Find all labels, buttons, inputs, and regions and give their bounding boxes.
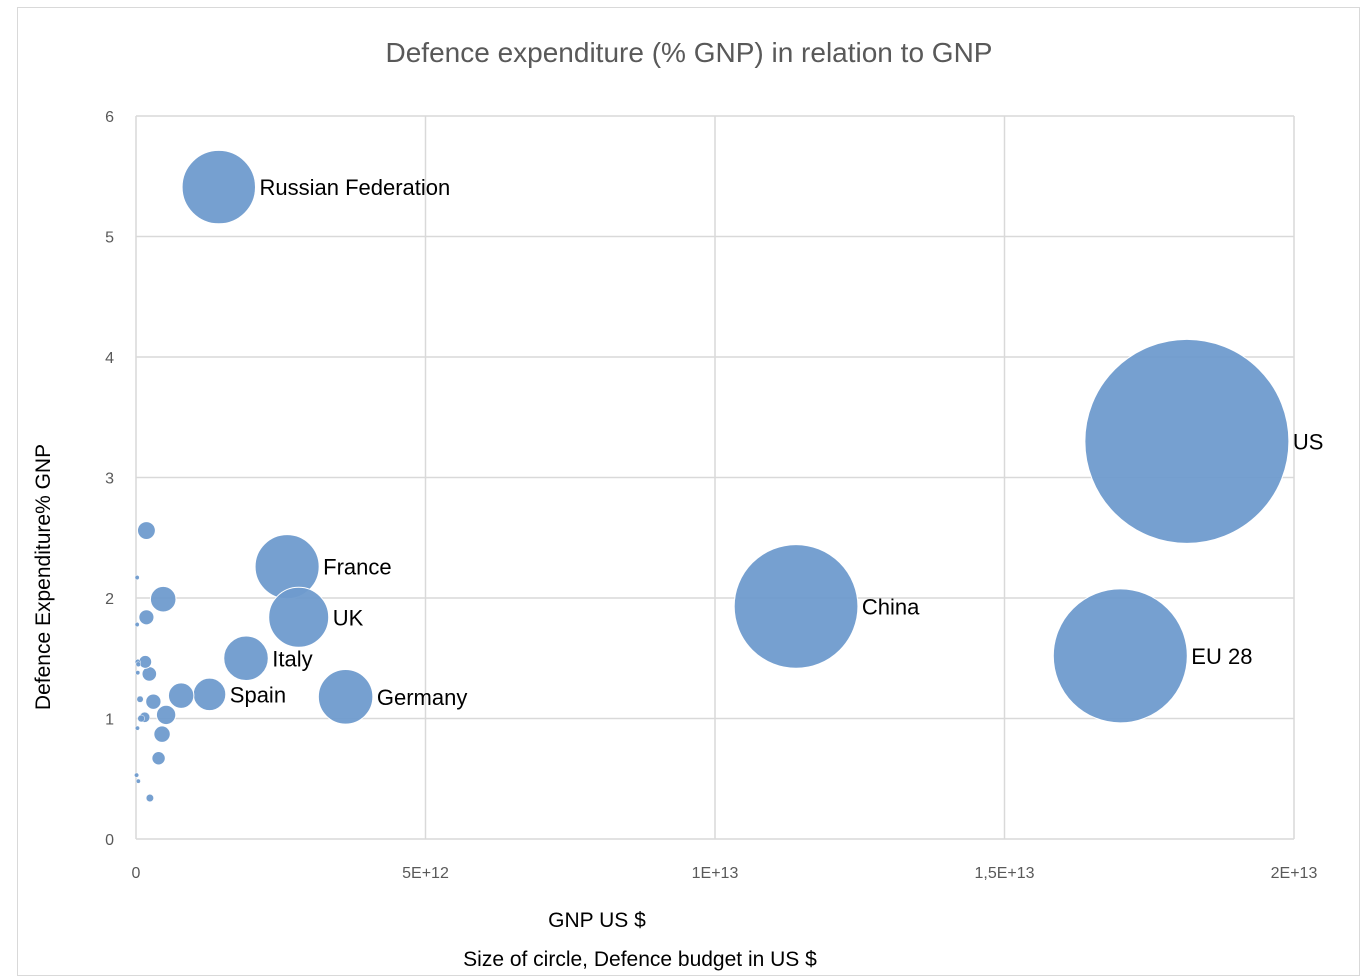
bubble	[134, 575, 140, 580]
y-tick-label: 3	[105, 471, 114, 488]
bubble-label: China	[862, 594, 920, 619]
bubble-spain	[192, 677, 227, 712]
bubble	[167, 682, 195, 709]
bubble	[136, 521, 156, 540]
x-tick-label: 0	[132, 865, 141, 882]
bubble	[135, 670, 141, 676]
x-axis-label: GNP US $	[548, 909, 646, 932]
bubble-series	[134, 149, 1290, 803]
y-tick-label: 0	[105, 832, 114, 849]
bubble-uk	[268, 586, 330, 648]
bubble-label: Spain	[230, 682, 286, 707]
x-axis-ticks: 0 5E+12 1E+13 1,5E+13 2E+13	[132, 865, 1318, 882]
bubble-eu-28	[1052, 588, 1188, 724]
bubble	[134, 622, 140, 627]
bubble	[135, 661, 142, 667]
bubble	[151, 751, 166, 766]
bubble-label: Germany	[377, 685, 467, 710]
bubble-label: UK	[333, 605, 364, 630]
bubble	[136, 695, 144, 703]
x-tick-label: 5E+12	[402, 865, 449, 882]
bubble	[141, 666, 158, 682]
bubble	[138, 654, 153, 669]
bubble	[134, 772, 140, 778]
bubble-label: France	[323, 555, 391, 580]
bubble-russian-federation	[181, 149, 256, 225]
bubble	[138, 609, 155, 626]
bubble-labels: US EU 28 China Russian Federation France UK Ge…	[230, 175, 1324, 710]
bubble	[149, 585, 177, 613]
bubble	[155, 704, 177, 726]
bubble-china	[733, 544, 859, 669]
x-tick-label: 1E+13	[692, 865, 739, 882]
bubble	[134, 725, 140, 731]
bubble	[145, 794, 154, 803]
bubble-label: US	[1293, 429, 1324, 454]
y-tick-label: 1	[105, 712, 114, 729]
y-tick-label: 5	[105, 230, 114, 247]
x-tick-label: 2E+13	[1271, 865, 1318, 882]
y-axis-ticks: 0 1 2 3 4 5 6	[105, 109, 114, 849]
y-tick-label: 6	[105, 109, 114, 126]
bubble	[135, 778, 141, 784]
bubble-italy	[223, 635, 269, 682]
bubble-label: Russian Federation	[259, 175, 450, 200]
chart-title: Defence expenditure (% GNP) in relation …	[386, 37, 993, 68]
bubble-germany	[317, 669, 374, 725]
bubble-label: Italy	[272, 646, 312, 671]
x-tick-label: 1,5E+13	[974, 865, 1034, 882]
bubble	[137, 714, 145, 723]
bubble-us	[1084, 338, 1290, 544]
x-axis-sublabel: Size of circle, Defence budget in US $	[463, 948, 817, 971]
y-tick-label: 2	[105, 591, 114, 608]
bubble	[153, 725, 171, 743]
y-axis-label: Defence Expenditure% GNP	[32, 444, 55, 710]
y-tick-label: 4	[105, 350, 114, 367]
bubble-label: EU 28	[1191, 644, 1252, 669]
bubble	[145, 693, 162, 710]
